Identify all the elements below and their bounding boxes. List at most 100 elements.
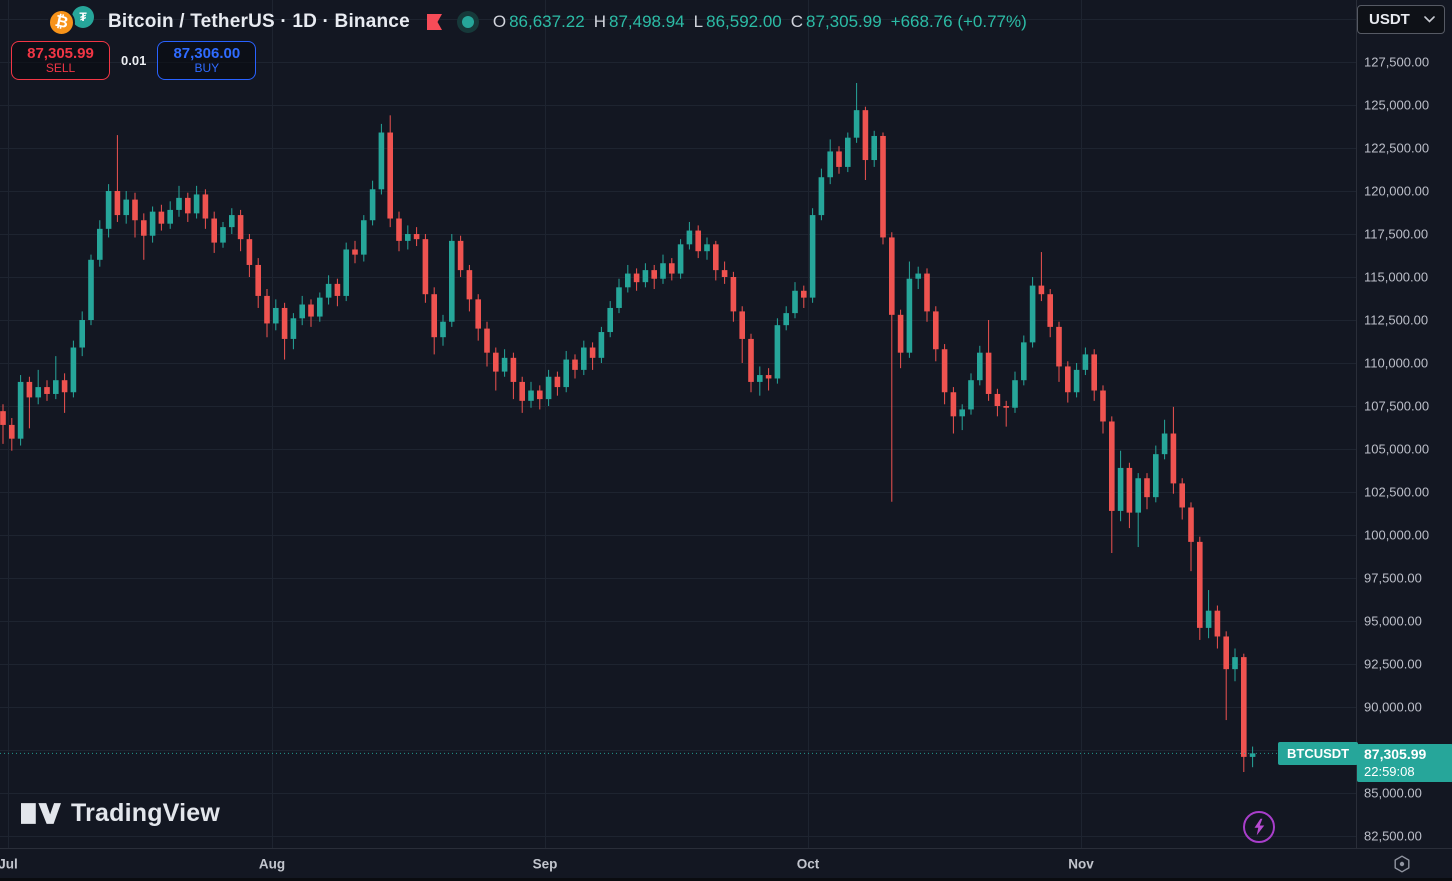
candle — [924, 268, 930, 322]
candle — [695, 225, 701, 259]
candle — [519, 376, 525, 413]
candle — [977, 345, 983, 386]
candle — [792, 282, 798, 319]
candle — [185, 192, 191, 222]
candle — [405, 225, 411, 250]
candle — [1038, 252, 1045, 302]
symbol-title[interactable]: Bitcoin / TetherUS · 1D · Binance — [108, 11, 410, 32]
candle — [1021, 335, 1027, 386]
candle — [880, 132, 886, 245]
candle — [1135, 473, 1141, 548]
candle — [387, 115, 393, 228]
buy-button[interactable]: 87,306.00 BUY — [157, 41, 257, 80]
candle — [985, 320, 992, 401]
candle — [1241, 653, 1247, 773]
candle — [1100, 385, 1106, 434]
market-status-icon[interactable] — [456, 11, 479, 33]
candle — [132, 192, 138, 238]
candle — [308, 299, 314, 327]
candle — [158, 204, 165, 231]
tether-coin-icon: ₮ — [72, 6, 94, 28]
candle — [0, 404, 6, 444]
lightning-bolt-icon — [1254, 818, 1265, 836]
candle — [457, 235, 464, 277]
bottom-divider — [0, 878, 1452, 881]
price-scale-label: 100,000.00 — [1364, 527, 1430, 543]
candle — [1153, 445, 1159, 503]
symbol-logo: ₮ ₿ — [46, 6, 98, 38]
candle — [325, 275, 332, 305]
candle — [422, 234, 429, 303]
candle — [1205, 590, 1212, 639]
candle — [721, 261, 728, 284]
candle — [105, 184, 112, 238]
tradingview-logo[interactable]: TradingView — [21, 799, 220, 828]
candle — [1126, 462, 1133, 529]
price-scale-label: 122,500.00 — [1364, 140, 1430, 156]
candle — [1056, 321, 1062, 382]
price-scale-label: 125,000.00 — [1364, 97, 1430, 113]
candle — [801, 285, 807, 308]
close-value: 87,305.99 — [806, 12, 882, 31]
candle — [537, 385, 543, 410]
price-scale-label: 120,000.00 — [1364, 183, 1430, 199]
candle — [1109, 416, 1115, 554]
close-label: C — [790, 12, 804, 31]
price-scale-label: 115,000.00 — [1364, 269, 1429, 285]
candle — [607, 301, 613, 338]
candle — [572, 354, 578, 379]
candle — [141, 213, 147, 260]
scale-settings-icon[interactable] — [1391, 853, 1413, 875]
high-label: H — [593, 12, 606, 31]
candle — [783, 306, 789, 331]
price-scale-label: 95,000.00 — [1364, 613, 1422, 629]
candle — [1082, 347, 1089, 376]
candle — [1249, 746, 1256, 768]
chevron-down-icon — [1424, 16, 1435, 23]
candle — [273, 299, 279, 331]
candle — [1117, 450, 1124, 522]
time-scale-label: Sep — [532, 856, 558, 871]
time-scale-label: Oct — [796, 856, 820, 871]
time-scale-label: Nov — [1068, 856, 1094, 871]
candle — [642, 263, 649, 288]
candle — [1012, 371, 1018, 413]
candle — [871, 130, 877, 167]
candle — [61, 373, 68, 413]
candle — [739, 306, 745, 363]
candlestick-chart[interactable] — [0, 0, 1356, 848]
bitcoin-coin-icon: ₿ — [48, 9, 75, 36]
candle — [237, 209, 244, 252]
candle — [1179, 478, 1185, 520]
candle — [950, 387, 957, 434]
time-scale[interactable]: Jul Aug Sep Oct Nov — [0, 848, 1452, 878]
candle — [968, 373, 974, 415]
price-scale-label: 85,000.00 — [1364, 785, 1422, 801]
candle — [1232, 648, 1238, 682]
candle — [1170, 406, 1177, 494]
candle — [53, 356, 59, 400]
candle — [713, 240, 719, 281]
candle — [651, 264, 657, 290]
candle — [352, 240, 358, 264]
candle — [809, 208, 816, 303]
price-scale-label: 127,500.00 — [1364, 54, 1430, 70]
lightning-button[interactable] — [1243, 811, 1275, 843]
candle — [290, 313, 297, 350]
currency-dropdown[interactable]: USDT — [1357, 5, 1445, 34]
candle — [1073, 363, 1080, 398]
sell-button[interactable]: 87,305.99 SELL — [11, 41, 110, 80]
candle — [123, 191, 129, 224]
flag-icon[interactable] — [426, 13, 443, 31]
candle — [466, 264, 473, 312]
bar-countdown: 22:59:08 — [1364, 764, 1415, 779]
candle — [431, 287, 437, 355]
buy-label: BUY — [194, 61, 220, 76]
price-scale[interactable]: 127,500.00 125,000.00 122,500.00 120,000.00… — [1356, 0, 1452, 848]
candle — [818, 168, 825, 221]
price-scale-label: 82,500.00 — [1364, 828, 1422, 844]
candle — [361, 215, 367, 262]
candle — [915, 266, 921, 290]
candle — [167, 201, 173, 229]
